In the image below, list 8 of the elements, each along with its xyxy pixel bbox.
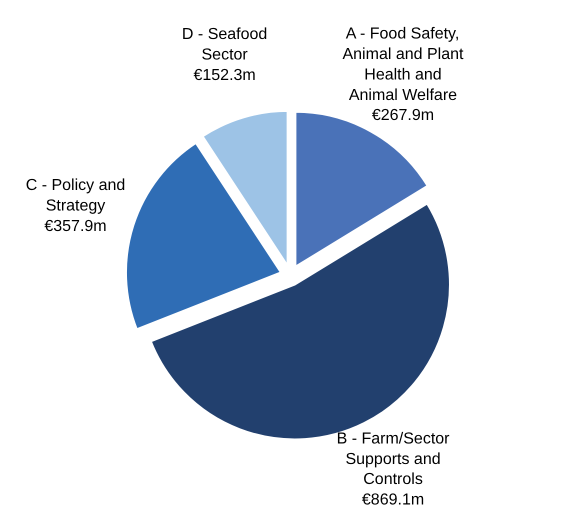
slice-label: D - Seafood Sector xyxy=(182,26,268,64)
slice-label: C - Policy and Strategy xyxy=(26,177,126,214)
data-label: €267.9m xyxy=(372,107,434,124)
data-label: €869.1m xyxy=(362,492,424,509)
slice-label: B - Farm/Sector Supports and Controls xyxy=(336,430,450,488)
data-label: €357.9m xyxy=(44,218,107,235)
slice-label: A - Food Safety, Animal and Plant Health and Animal Welfare xyxy=(342,26,464,104)
data-label: €152.3m xyxy=(193,67,256,84)
